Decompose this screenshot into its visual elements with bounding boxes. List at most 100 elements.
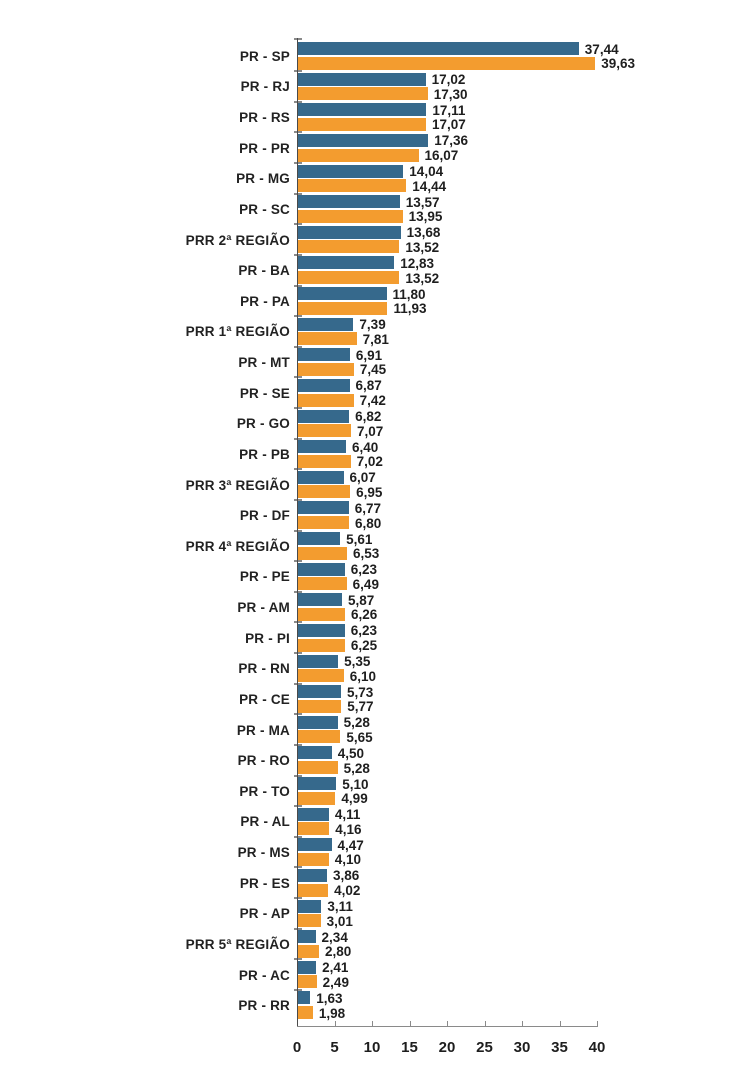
value-label: 5,28 <box>343 715 370 731</box>
x-axis-tick-label: 40 <box>588 1039 606 1056</box>
value-label: 5,73 <box>346 684 374 700</box>
value-label: 1,98 <box>318 1005 346 1021</box>
bar-series-2 <box>298 546 347 560</box>
category-label: PRR 4ª REGIÃO <box>185 538 290 554</box>
x-axis-tick <box>484 1021 486 1026</box>
bar-series-2 <box>298 56 596 70</box>
bar-series-1 <box>298 838 332 852</box>
bar-series-2 <box>298 454 351 468</box>
y-axis-group-tick <box>294 131 302 134</box>
bar-series-2 <box>298 638 345 652</box>
bar-series-1 <box>298 715 338 729</box>
bar-series-2 <box>298 1006 313 1020</box>
y-axis-group-tick <box>294 162 302 164</box>
value-label: 17,11 <box>432 102 466 118</box>
category-label: PR - PB <box>239 446 290 462</box>
y-axis-group-tick <box>294 437 302 440</box>
y-axis-group-tick <box>294 805 302 808</box>
value-label: 1,63 <box>316 990 343 1006</box>
value-label: 39,63 <box>601 56 636 72</box>
value-label: 5,35 <box>344 654 371 669</box>
value-label: 6,40 <box>352 439 379 455</box>
value-label: 11,80 <box>392 286 426 302</box>
category-label: PR - PE <box>239 569 290 585</box>
value-label: 5,10 <box>342 776 369 792</box>
value-label: 4,02 <box>334 883 361 899</box>
bar-series-1 <box>298 42 579 55</box>
value-label: 6,26 <box>350 607 378 623</box>
value-label: 13,57 <box>405 194 440 210</box>
value-label: 13,95 <box>408 209 443 225</box>
bar-series-2 <box>298 240 400 254</box>
bar-series-2 <box>298 179 407 193</box>
value-label: 6,53 <box>352 546 380 562</box>
bar-series-2 <box>298 148 419 162</box>
bar-series-1 <box>298 501 349 515</box>
y-axis-group-tick <box>294 192 302 195</box>
y-axis-group-tick <box>294 407 302 409</box>
bar-series-2 <box>298 669 344 683</box>
x-axis-tick-label: 5 <box>330 1039 339 1056</box>
bar-series-1 <box>298 164 404 178</box>
category-label: PR - MT <box>238 355 290 371</box>
category-label: PR - SE <box>239 385 290 401</box>
y-axis-group-tick <box>294 315 302 318</box>
bar-series-1 <box>298 470 344 484</box>
value-label: 7,45 <box>359 362 387 378</box>
y-axis-group-tick <box>294 958 302 961</box>
value-label: 14,04 <box>409 164 444 179</box>
bar-series-2 <box>298 485 351 499</box>
value-label: 6,91 <box>355 347 383 363</box>
x-axis-line <box>297 1026 598 1027</box>
x-axis-tick <box>372 1021 373 1026</box>
y-axis-group-tick <box>294 988 302 991</box>
value-label: 7,07 <box>357 423 384 439</box>
value-label: 6,07 <box>349 470 376 486</box>
bar-series-1 <box>298 777 337 790</box>
y-axis-group-tick <box>294 866 302 869</box>
value-label: 5,61 <box>346 531 373 547</box>
bar-series-1 <box>298 562 345 576</box>
category-label: PR - AM <box>237 600 290 616</box>
y-axis-group-tick <box>294 743 302 746</box>
y-axis-group-tick <box>294 713 302 716</box>
bar-series-1 <box>298 440 346 454</box>
value-label: 2,80 <box>325 944 352 960</box>
category-label: PR - DF <box>239 508 290 524</box>
value-label: 16,07 <box>424 148 459 164</box>
bar-series-1 <box>298 532 341 545</box>
value-label: 5,77 <box>347 699 374 715</box>
bar-series-2 <box>298 87 428 101</box>
value-label: 4,50 <box>337 745 365 761</box>
value-label: 17,30 <box>433 86 468 102</box>
value-label: 6,87 <box>355 378 382 394</box>
value-label: 14,44 <box>412 178 447 194</box>
bar-series-1 <box>298 225 401 239</box>
y-axis-group-tick <box>294 897 302 899</box>
value-label: 2,41 <box>322 960 349 976</box>
bar-series-2 <box>298 730 341 744</box>
bar-series-1 <box>298 348 350 362</box>
x-axis-tick <box>597 1021 598 1026</box>
y-axis-group-tick <box>294 468 302 471</box>
y-axis-group-tick <box>294 652 302 654</box>
y-axis-group-tick <box>294 498 302 501</box>
y-axis-group-tick <box>294 345 302 348</box>
value-label: 6,23 <box>350 623 377 639</box>
bar-series-1 <box>298 899 322 913</box>
bar-series-1 <box>298 807 329 821</box>
category-label: PRR 2ª REGIÃO <box>185 232 290 248</box>
bar-series-2 <box>298 822 330 836</box>
category-label: PR - PI <box>245 630 290 646</box>
value-label: 11,93 <box>393 301 427 317</box>
bar-series-2 <box>298 852 329 866</box>
y-axis-line <box>297 38 298 1026</box>
bar-series-1 <box>298 287 387 300</box>
bar-series-1 <box>298 317 354 331</box>
bar-series-2 <box>298 332 357 346</box>
x-axis-tick-label: 15 <box>401 1039 418 1056</box>
y-axis-group-tick <box>294 835 302 838</box>
category-label: PR - AC <box>238 967 290 983</box>
x-axis-tick <box>409 1021 411 1026</box>
